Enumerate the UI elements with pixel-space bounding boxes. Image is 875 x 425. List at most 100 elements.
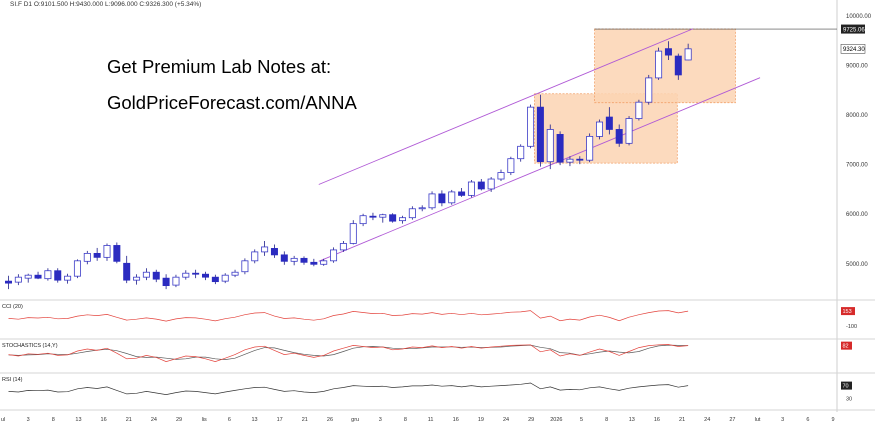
candle-up — [64, 275, 72, 281]
x-tick-label: 3 — [781, 417, 784, 423]
price-tick-label: 9000.00 — [846, 64, 868, 70]
candle-up — [221, 274, 229, 282]
candle-down — [93, 252, 101, 258]
x-tick-label: 2026 — [550, 417, 562, 423]
candle-down — [674, 55, 682, 76]
cci-tick-label: -100 — [846, 324, 857, 330]
cci-badge — [841, 307, 855, 316]
candle-down — [54, 270, 62, 281]
channel-upper — [318, 28, 694, 185]
candle-down — [270, 248, 278, 256]
candle-up — [418, 207, 426, 210]
candle-down — [477, 181, 485, 190]
x-tick-label: ul — [1, 417, 5, 423]
candle-down — [615, 129, 623, 144]
candle-down — [192, 272, 200, 275]
candle-up — [635, 101, 643, 119]
x-tick-label: 11 — [428, 417, 434, 423]
x-tick-label: 8 — [404, 417, 407, 423]
resistance-label: 9725.06 — [843, 27, 865, 33]
candle-up — [448, 191, 456, 204]
x-tick-label: gru — [351, 417, 359, 423]
x-tick-label: 21 — [302, 417, 308, 423]
x-tick-label: 26 — [327, 417, 333, 423]
candle-up — [408, 208, 416, 219]
candle-down — [536, 106, 544, 163]
cci-value-label: 153 — [843, 309, 852, 315]
x-tick-label: 16 — [654, 417, 660, 423]
candle-up — [182, 272, 190, 278]
x-tick-label: 24 — [151, 417, 157, 423]
x-tick-label: 6 — [228, 417, 231, 423]
x-tick-label: 24 — [704, 417, 710, 423]
x-tick-label: 3 — [379, 417, 382, 423]
candle-up — [398, 217, 406, 222]
candle-down — [162, 277, 170, 287]
candle-up — [339, 243, 347, 251]
candle-up — [172, 276, 180, 286]
candle-down — [458, 191, 466, 196]
candle-up — [290, 257, 298, 262]
candle-down — [211, 276, 219, 283]
promo-line-1: Get Premium Lab Notes at: — [107, 56, 332, 77]
x-tick-label: lut — [755, 417, 761, 423]
candle-up — [349, 223, 357, 244]
candle-up — [261, 246, 269, 253]
rsi-tick-label: 30 — [846, 396, 852, 402]
candle-up — [44, 270, 52, 280]
candle-up — [359, 215, 367, 225]
candle-up — [487, 178, 495, 190]
candle-up — [133, 276, 141, 281]
candle-up — [497, 172, 505, 180]
candle-up — [596, 121, 604, 137]
candle-down — [438, 193, 446, 204]
candle-down — [34, 274, 42, 279]
candle-down — [605, 116, 613, 130]
x-tick-label: 21 — [126, 417, 132, 423]
candle-up — [645, 77, 653, 103]
x-tick-label: 13 — [75, 417, 81, 423]
candle-up — [83, 252, 91, 262]
rsi-title: RSI (14) — [2, 377, 23, 383]
x-tick-label: 6 — [806, 417, 809, 423]
candle-up — [517, 145, 525, 160]
x-tick-label: 8 — [52, 417, 55, 423]
stochastics-value-label: 82 — [843, 344, 849, 350]
candle-up — [330, 249, 338, 262]
candle-down — [389, 214, 397, 222]
x-tick-label: lis — [202, 417, 207, 423]
candle-down — [152, 271, 160, 280]
candle-up — [320, 260, 328, 265]
stochastic-d-line — [8, 344, 689, 360]
rsi-value-label: 70 — [843, 384, 849, 390]
candle-down — [280, 254, 288, 262]
cci-line — [8, 310, 689, 322]
x-tick-label: 16 — [453, 417, 459, 423]
last-price-badge — [840, 44, 866, 54]
candle-up — [142, 271, 150, 278]
symbol-header: SI.F D1 O:9101.500 H:9430.000 L:9096.000… — [10, 1, 202, 8]
resistance-badge — [841, 24, 865, 34]
candle-up — [566, 158, 574, 163]
x-tick-label: 16 — [101, 417, 107, 423]
rsi-badge — [841, 381, 852, 390]
price-tick-label: 5000.00 — [846, 262, 868, 268]
x-tick-label: 29 — [528, 417, 534, 423]
x-tick-label: 24 — [503, 417, 509, 423]
candle-up — [546, 129, 554, 163]
channel-lower — [318, 77, 761, 262]
price-tick-label: 10000.00 — [846, 14, 872, 20]
promo-line-2: GoldPriceForecast.com/ANNA — [107, 92, 357, 113]
candle-up — [73, 260, 81, 277]
candle-down — [123, 262, 131, 281]
x-tick-label: 5 — [580, 417, 583, 423]
candle-up — [241, 260, 249, 273]
candle-up — [655, 50, 663, 79]
x-tick-label: 27 — [729, 417, 735, 423]
candle-up — [251, 251, 259, 262]
candle-up — [467, 181, 475, 196]
candle-down — [5, 280, 12, 284]
candle-up — [379, 214, 387, 218]
rsi-line — [8, 382, 689, 395]
